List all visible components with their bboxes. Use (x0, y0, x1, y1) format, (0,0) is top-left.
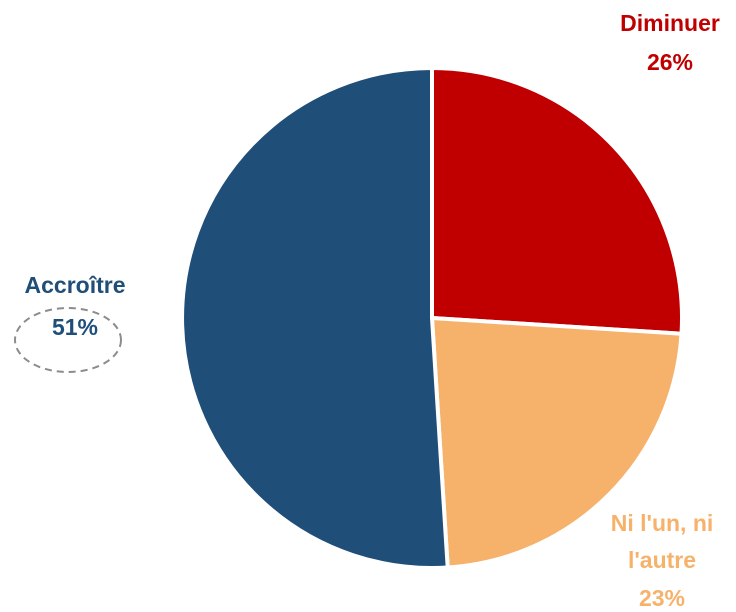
label-accroitre-name: Accroître (25, 272, 126, 298)
label-accroitre-value: 51% (52, 314, 98, 340)
label-neither-name-line1: Ni l'un, ni (611, 510, 714, 536)
pie-slices (180, 66, 684, 570)
label-diminuer-value: 26% (647, 49, 693, 75)
label-neither-value: 23% (639, 585, 685, 611)
pie-slice-diminuer (430, 66, 684, 336)
pie-slice-ni-l-un-ni-l-autre (430, 316, 684, 570)
accroitre-label-callout (14, 307, 122, 373)
label-diminuer-name: Diminuer (620, 10, 720, 36)
pie-slice-accroitre (180, 66, 450, 570)
label-neither-name-line2: l'autre (628, 547, 696, 573)
